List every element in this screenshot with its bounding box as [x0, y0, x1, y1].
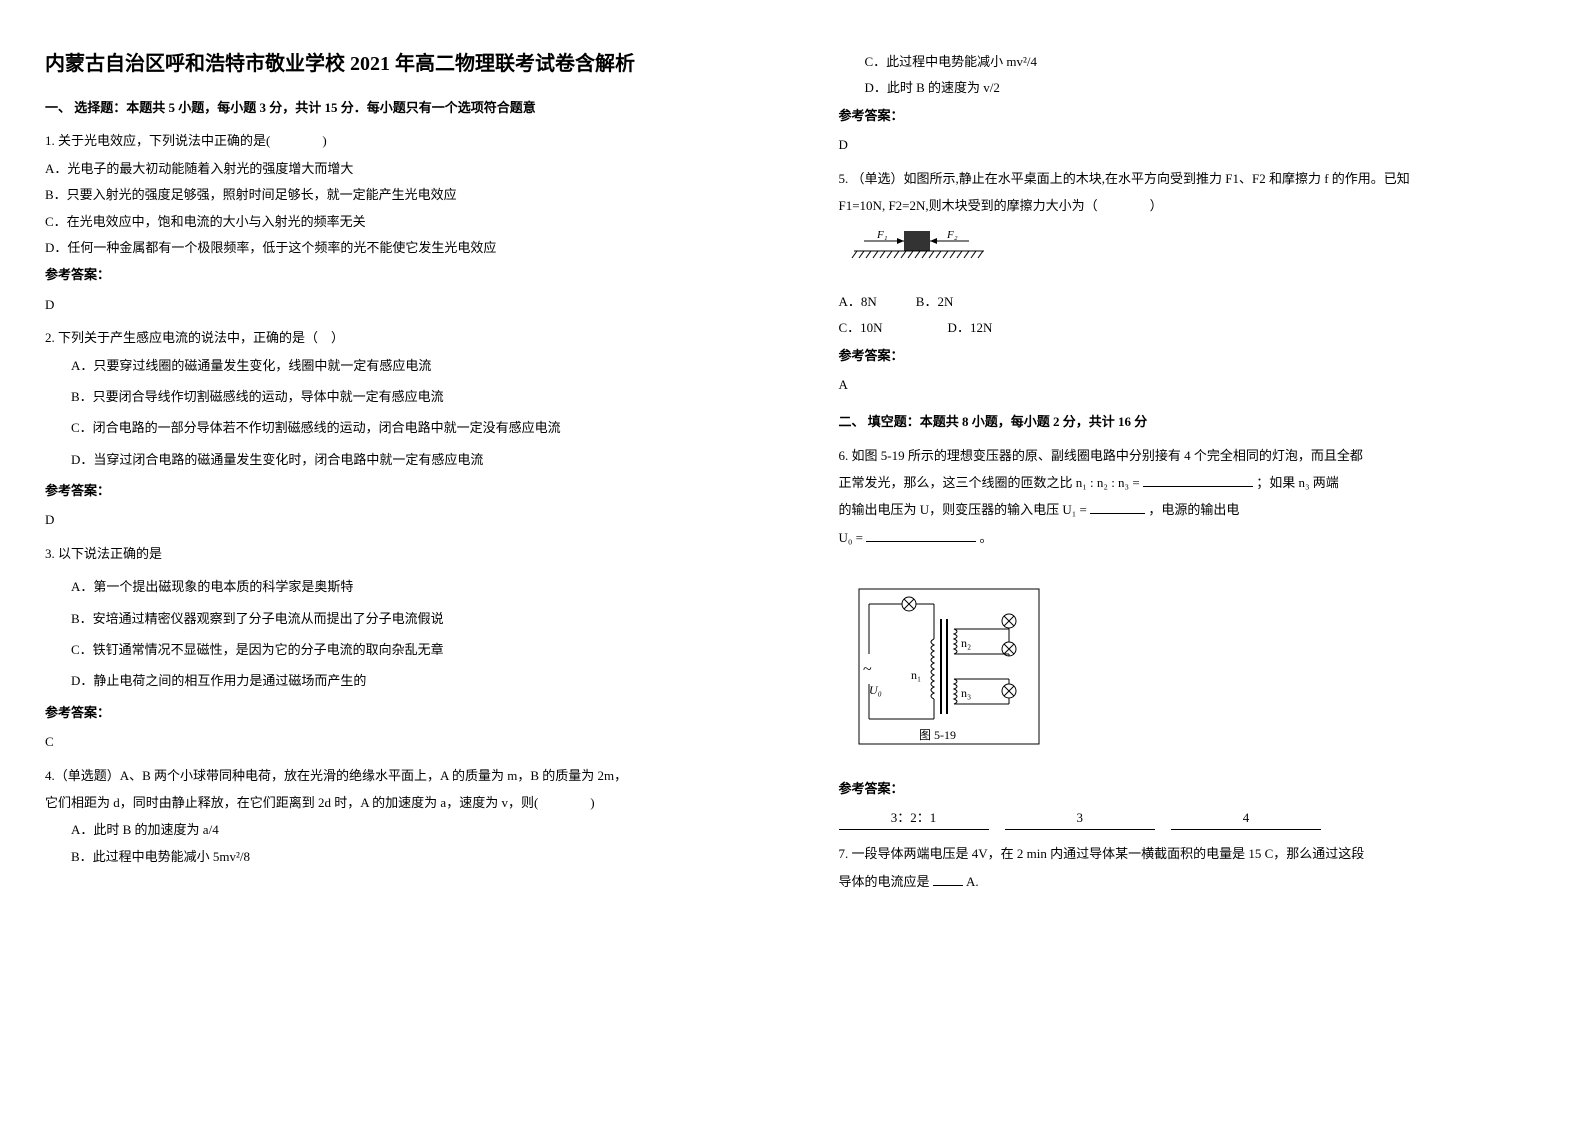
q5-answer: A [839, 373, 1543, 396]
q6-n3: n₃ [1298, 475, 1309, 490]
q1-option-c: C．在光电效应中，饱和电流的大小与入射光的频率无关 [45, 210, 749, 233]
f1-label: F₁ [876, 229, 888, 241]
q6-diagram: ~ U₀ n₁ n₂ n₃ [849, 579, 1543, 766]
q4-option-b: B．此过程中电势能减小 5mv²/8 [45, 845, 749, 868]
q5-options-ab: A．8N B．2N [839, 290, 1543, 313]
q7-stem-2b: A. [966, 874, 979, 889]
question-2: 2. 下列关于产生感应电流的说法中，正确的是（ ） A．只要穿过线圈的磁通量发生… [45, 326, 749, 532]
n2-label: n₂ [961, 636, 971, 650]
q6-ans-3: 4 [1171, 806, 1321, 830]
exam-title: 内蒙古自治区呼和浩特市敬业学校 2021 年高二物理联考试卷含解析 [45, 50, 749, 78]
block-shape [904, 231, 930, 251]
q6-period: 。 [980, 530, 993, 545]
question-5: 5. （单选）如图所示,静止在水平桌面上的木块,在水平方向受到推力 F1、F2 … [839, 167, 1543, 397]
q2-option-d: D．当穿过闭合电路的磁通量发生变化时，闭合电路中就一定有感应电流 [45, 448, 749, 471]
q6-stem-1: 6. 如图 5-19 所示的理想变压器的原、副线圈电路中分别接有 4 个完全相同… [839, 444, 1543, 467]
hatching [852, 251, 983, 258]
q3-answer: C [45, 730, 749, 753]
q6-answers: 3：2：1 3 4 [839, 806, 1543, 830]
q5-options-cd: C．10N D．12N [839, 316, 1543, 339]
q6-stem-2d: 两端 [1313, 475, 1339, 490]
f2-arrowhead [930, 238, 937, 244]
q4-answer: D [839, 133, 1543, 156]
q3-stem: 3. 以下说法正确的是 [45, 542, 749, 565]
q1-option-b: B．只要入射光的强度足够强，照射时间足够长，就一定能产生光电效应 [45, 183, 749, 206]
q3-answer-label: 参考答案： [45, 701, 749, 724]
q5-answer-label: 参考答案： [839, 344, 1543, 367]
ac-symbol: ~ [863, 661, 872, 678]
q3-option-c: C．铁钉通常情况不显磁性，是因为它的分子电流的取向杂乱无章 [45, 638, 749, 661]
q6-ans-1: 3：2：1 [839, 806, 989, 830]
section1-header: 一、 选择题：本题共 5 小题，每小题 3 分，共计 15 分．每小题只有一个选… [45, 96, 749, 119]
q7-line-2: 导体的电流应是 A. [839, 870, 1543, 893]
question-7: 7. 一段导体两端电压是 4V，在 2 min 内通过导体某一横截面积的电量是 … [839, 842, 1543, 893]
right-column: C．此过程中电势能减小 mv²/4 D．此时 B 的速度为 v/2 参考答案： … [794, 0, 1587, 1122]
q1-answer-label: 参考答案： [45, 263, 749, 286]
q6-line-4: U₀ = 。 [839, 526, 1543, 549]
q2-option-a: A．只要穿过线圈的磁通量发生变化，线圈中就一定有感应电流 [45, 354, 749, 377]
u0-label: U₀ [869, 683, 882, 697]
q3-option-b: B．安培通过精密仪器观察到了分子电流从而提出了分子电流假说 [45, 607, 749, 630]
q4-option-d: D．此时 B 的速度为 v/2 [839, 76, 1543, 99]
question-6: 6. 如图 5-19 所示的理想变压器的原、副线圈电路中分别接有 4 个完全相同… [839, 444, 1543, 831]
secondary-coil-n2 [954, 629, 957, 654]
q7-stem-2a: 导体的电流应是 [839, 874, 930, 889]
q1-option-a: A．光电子的最大初动能随着入射光的强度增大而增大 [45, 157, 749, 180]
q6-answer-label: 参考答案： [839, 777, 1543, 800]
q2-option-b: B．只要闭合导线作切割磁感线的运动，导体中就一定有感应电流 [45, 385, 749, 408]
q6-blank-3 [866, 529, 976, 542]
q4-stem-2: 它们相距为 d，同时由静止释放，在它们距离到 2d 时，A 的加速度为 a，速度… [45, 791, 749, 814]
q4-answer-label: 参考答案： [839, 104, 1543, 127]
question-3: 3. 以下说法正确的是 A．第一个提出磁现象的电本质的科学家是奥斯特 B．安培通… [45, 542, 749, 754]
block-force-diagram: F₁ F₂ [849, 227, 989, 272]
q6-blank-1 [1143, 474, 1253, 487]
q2-answer-label: 参考答案： [45, 479, 749, 502]
q6-u0eq: U₀ = [839, 530, 864, 545]
q6-blank-2 [1090, 501, 1145, 514]
q7-stem-1: 7. 一段导体两端电压是 4V，在 2 min 内通过导体某一横截面积的电量是 … [839, 842, 1543, 865]
q6-stem-2a: 正常发光，那么，这三个线圈的匝数之比 [839, 475, 1073, 490]
q6-stem-3a: 的输出电压为 U，则变压器的输入电压 [839, 502, 1060, 517]
f2-label: F₂ [946, 229, 958, 241]
diagram-caption: 图 5-19 [919, 728, 956, 742]
secondary-coil-n3 [954, 679, 957, 704]
section2-header: 二、 填空题：本题共 8 小题，每小题 2 分，共计 16 分 [839, 410, 1543, 433]
question-4-cont: C．此过程中电势能减小 mv²/4 D．此时 B 的速度为 v/2 参考答案： … [839, 50, 1543, 157]
q4-option-a: A．此时 B 的加速度为 a/4 [45, 818, 749, 841]
q6-stem-3b: ，电源的输出电 [1148, 502, 1239, 517]
n3-label: n₃ [961, 686, 971, 700]
left-column: 内蒙古自治区呼和浩特市敬业学校 2021 年高二物理联考试卷含解析 一、 选择题… [0, 0, 794, 1122]
q6-line-3: 的输出电压为 U，则变压器的输入电压 U₁ = ，电源的输出电 [839, 498, 1543, 521]
q2-stem: 2. 下列关于产生感应电流的说法中，正确的是（ ） [45, 326, 749, 349]
q6-stem-2c: ；如果 [1256, 475, 1295, 490]
q6-line-2: 正常发光，那么，这三个线圈的匝数之比 n₁ : n₂ : n₃ = ；如果 n₃… [839, 471, 1543, 494]
q6-ans-2: 3 [1005, 806, 1155, 830]
transformer-diagram: ~ U₀ n₁ n₂ n₃ [849, 579, 1049, 759]
q3-option-d: D．静止电荷之间的相互作用力是通过磁场而产生的 [45, 669, 749, 692]
q4-stem-1: 4.（单选题）A、B 两个小球带同种电荷，放在光滑的绝缘水平面上，A 的质量为 … [45, 764, 749, 787]
q2-answer: D [45, 508, 749, 531]
q7-blank [933, 873, 963, 886]
diagram-border [859, 589, 1039, 744]
question-1: 1. 关于光电效应，下列说法中正确的是( ) A．光电子的最大初动能随着入射光的… [45, 129, 749, 316]
primary-coil [931, 639, 934, 699]
q4-option-c: C．此过程中电势能减小 mv²/4 [839, 50, 1543, 73]
q6-ratio: n₁ : n₂ : n₃ [1076, 475, 1129, 490]
q5-diagram: F₁ F₂ [849, 227, 1543, 279]
q1-option-d: D．任何一种金属都有一个极限频率，低于这个频率的光不能使它发生光电效应 [45, 236, 749, 259]
q1-stem: 1. 关于光电效应，下列说法中正确的是( ) [45, 129, 749, 152]
q6-eq: = [1132, 475, 1139, 490]
q6-u1eq: U₁ = [1062, 502, 1087, 517]
question-4: 4.（单选题）A、B 两个小球带同种电荷，放在光滑的绝缘水平面上，A 的质量为 … [45, 764, 749, 869]
q3-option-a: A．第一个提出磁现象的电本质的科学家是奥斯特 [45, 575, 749, 598]
q5-stem-1: 5. （单选）如图所示,静止在水平桌面上的木块,在水平方向受到推力 F1、F2 … [839, 167, 1543, 190]
n1-label: n₁ [911, 668, 921, 682]
f1-arrowhead [897, 238, 904, 244]
q2-option-c: C．闭合电路的一部分导体若不作切割磁感线的运动，闭合电路中就一定没有感应电流 [45, 416, 749, 439]
q5-stem-2: F1=10N, F2=2N,则木块受到的摩擦力大小为（ ） [839, 194, 1543, 217]
q1-answer: D [45, 293, 749, 316]
